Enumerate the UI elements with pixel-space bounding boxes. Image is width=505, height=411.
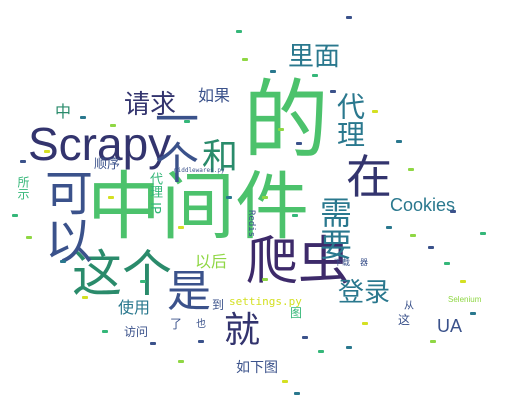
- word-cong: 从: [404, 301, 414, 312]
- word-shiyong: 使用: [118, 298, 151, 317]
- word-yihou: 以后: [195, 252, 228, 271]
- word-xuyao: 需要: [315, 196, 353, 260]
- word-denglu: 登录: [338, 278, 391, 308]
- word-tu: 图: [290, 306, 303, 320]
- word-qingqiu: 请求: [124, 90, 177, 120]
- word-ruxiatu: 如下图: [236, 360, 278, 376]
- word-settings: settings.py: [229, 295, 302, 308]
- word-ruguo: 如果: [198, 86, 231, 105]
- word-fangwen: 访问: [124, 325, 149, 339]
- word-he: 和: [202, 137, 239, 178]
- word-daili-ip: 代理 IP: [147, 172, 162, 214]
- word-ua: UA: [437, 316, 463, 336]
- word-scrapy: Scrapy: [28, 118, 172, 170]
- word-zhe: 这: [398, 313, 411, 327]
- word-le: 了: [170, 317, 183, 331]
- word-cookies: Cookies: [390, 195, 456, 215]
- word-yi: 也: [196, 319, 206, 330]
- word-suoshi: 所示: [16, 176, 30, 200]
- word-daili: 代理: [333, 92, 366, 148]
- word-qi: 器: [360, 258, 368, 267]
- word-zheige: 这个: [72, 245, 172, 303]
- word-dao: 到: [212, 298, 225, 312]
- word-zai: 在: [346, 150, 392, 204]
- word-yige: 一个: [147, 96, 198, 184]
- word-zhongjianjian: 中间件: [87, 164, 309, 250]
- word-shi: 是: [167, 266, 211, 317]
- word-xiazai: 下载: [334, 258, 350, 267]
- word-zhong: 中: [55, 102, 72, 121]
- word-keyi: 可以: [36, 168, 92, 264]
- word-selenium: Selenium: [448, 295, 482, 304]
- word-middlewares: middlewares.py: [174, 167, 225, 174]
- word-de: 的: [243, 71, 329, 171]
- word-limian: 里面: [288, 42, 341, 72]
- word-shunxu: 顺序: [94, 157, 121, 172]
- word-redis: Redis: [246, 210, 256, 238]
- word-jiu: 就: [224, 310, 261, 351]
